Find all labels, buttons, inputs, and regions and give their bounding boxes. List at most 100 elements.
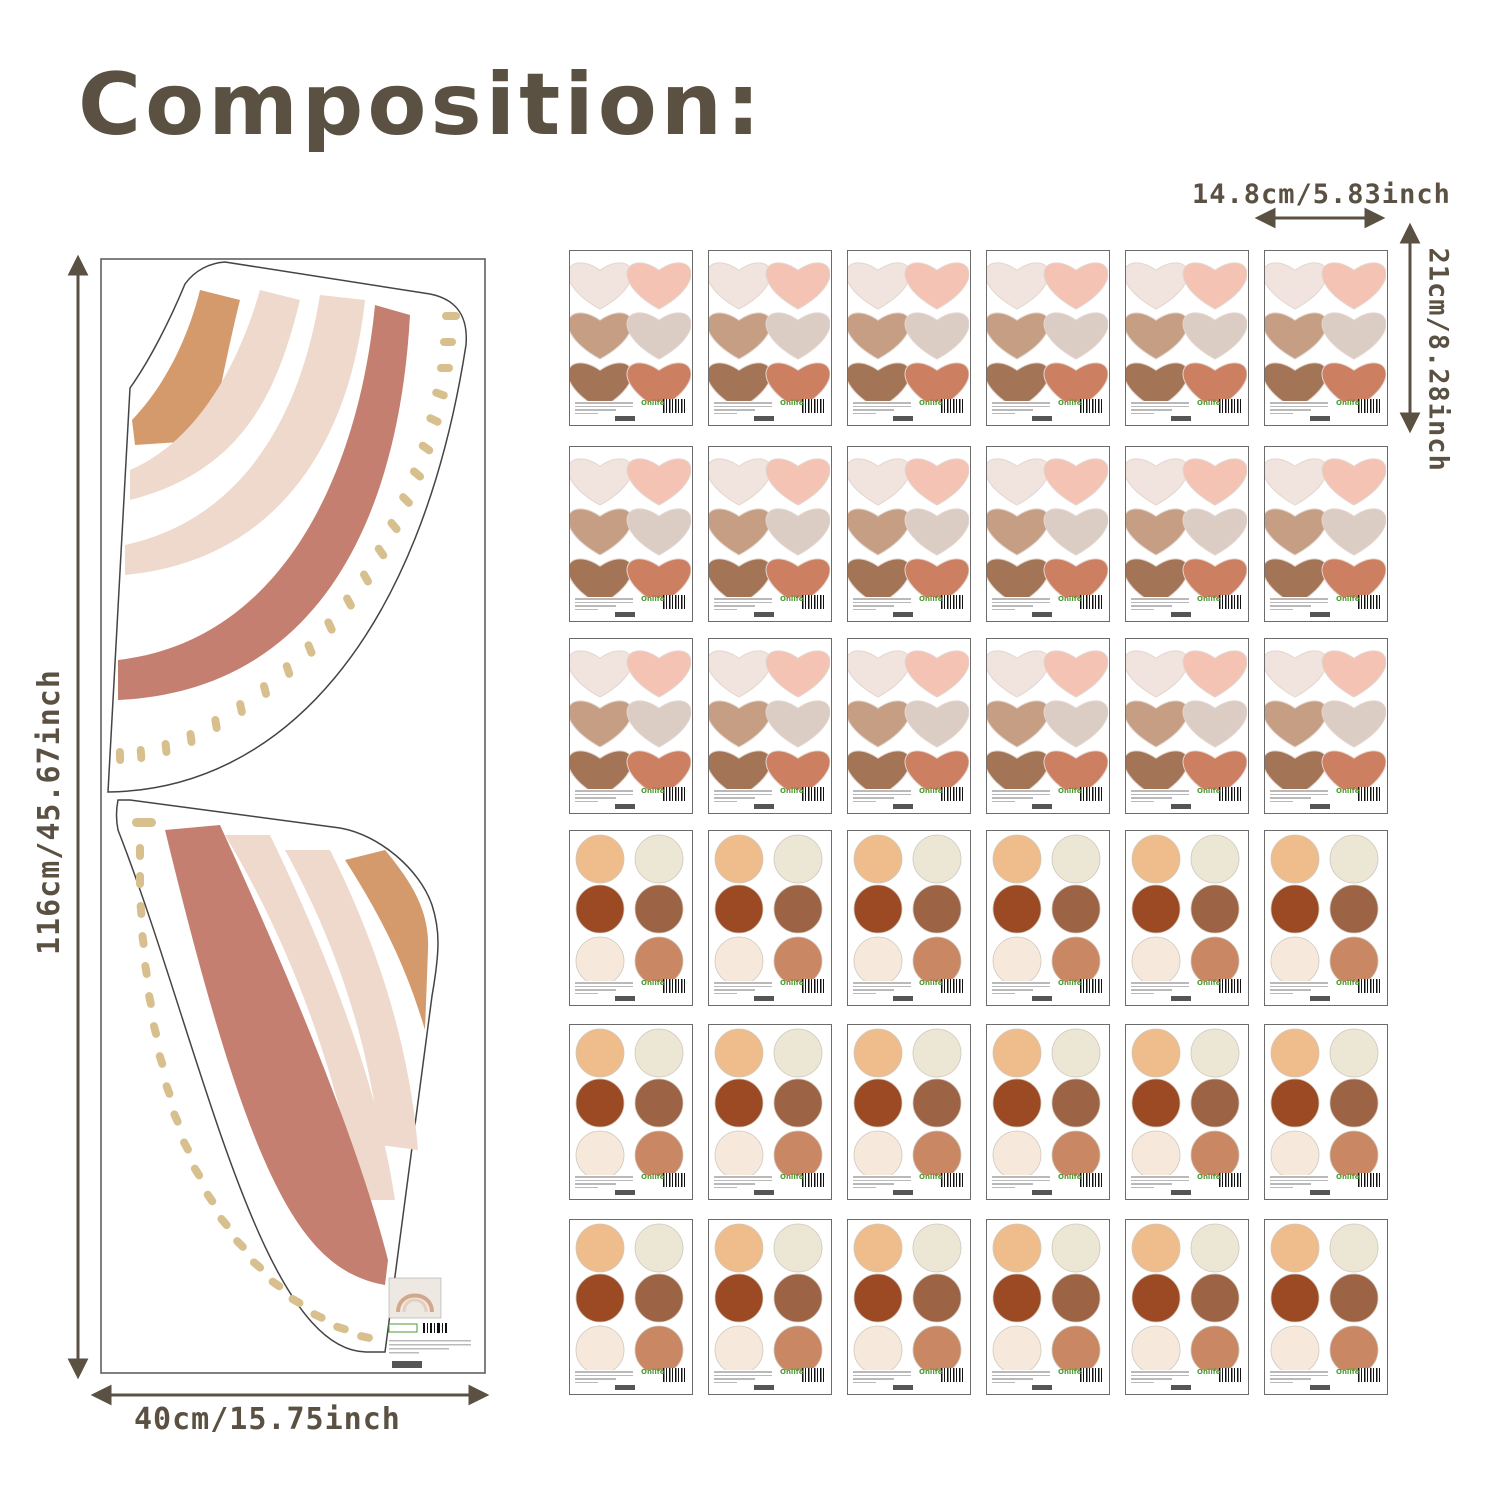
brand-logo: Onlife: [1058, 1173, 1082, 1181]
dot-sticker: [1329, 834, 1379, 884]
brand-logo: Onlife: [1336, 399, 1360, 407]
dot-sticker: [1270, 1273, 1320, 1323]
dot-sticker: [1190, 1028, 1240, 1078]
barcode: [941, 1368, 965, 1382]
barcode: [941, 595, 965, 609]
brand-logo: Onlife: [1336, 1368, 1360, 1376]
dot-sticker: [634, 1325, 684, 1370]
heart-sticker: [626, 750, 691, 789]
dot-sticker: [714, 1028, 764, 1078]
barcode: [941, 787, 965, 801]
heart-sticker: [709, 750, 772, 789]
heart-sticker: [1321, 508, 1386, 556]
heart-sticker: [1126, 508, 1189, 556]
barcode: [1219, 1173, 1243, 1187]
heart-sticker: [1265, 650, 1328, 698]
sheet-footer: Onlife: [714, 399, 826, 421]
barcode: [941, 1173, 965, 1187]
brand-logo: Onlife: [780, 1368, 804, 1376]
brand-logo: Onlife: [1197, 1173, 1221, 1181]
heart-sticker-sheet: Onlife: [569, 638, 693, 814]
dot-sticker: [575, 1028, 625, 1078]
page-title: Composition:: [78, 55, 765, 155]
dot-sticker: [1190, 936, 1240, 981]
sticker-artwork: [848, 262, 969, 401]
dot-sticker: [575, 1130, 625, 1175]
heart-sticker: [987, 262, 1050, 310]
brand-logo: Onlife: [1058, 1368, 1082, 1376]
barcode: [663, 979, 687, 993]
barcode: [941, 399, 965, 413]
heart-sticker: [987, 508, 1050, 556]
dot-sticker: [575, 1273, 625, 1323]
barcode: [802, 1368, 826, 1382]
brand-logo: Onlife: [780, 787, 804, 795]
dot-sticker: [1329, 936, 1379, 981]
heart-sticker-sheet: Onlife: [1125, 446, 1249, 622]
barcode: [663, 595, 687, 609]
dot-sticker-sheet: Onlife: [847, 1024, 971, 1200]
dot-sticker: [1051, 936, 1101, 981]
dot-sticker: [1051, 834, 1101, 884]
sheet-footer: Onlife: [1270, 595, 1382, 617]
heart-sticker: [1265, 558, 1328, 597]
dot-sticker: [714, 1325, 764, 1370]
sheet-footer: Onlife: [1131, 1368, 1243, 1390]
heart-sticker-sheet: Onlife: [847, 250, 971, 426]
dot-sticker: [1329, 1223, 1379, 1273]
sticker-artwork: [1270, 834, 1379, 981]
heart-sticker: [570, 650, 633, 698]
heart-sticker: [765, 558, 830, 597]
heart-sticker: [570, 362, 633, 401]
barcode: [802, 787, 826, 801]
heart-sticker: [1043, 312, 1108, 360]
barcode: [1358, 1368, 1382, 1382]
heart-sticker: [1321, 312, 1386, 360]
panel-height-label: 116cm/45.67inch: [32, 669, 67, 955]
brand-logo: Onlife: [919, 979, 943, 987]
dot-sticker: [773, 834, 823, 884]
heart-sticker: [987, 750, 1050, 789]
dot-sticker: [1051, 1028, 1101, 1078]
brand-logo: Onlife: [919, 595, 943, 603]
heart-sticker: [1043, 262, 1108, 310]
sticker-artwork: [709, 650, 830, 789]
barcode: [802, 979, 826, 993]
dot-sticker: [1190, 834, 1240, 884]
heart-sticker: [570, 312, 633, 360]
sticker-artwork: [1265, 458, 1386, 597]
heart-sticker: [1321, 558, 1386, 597]
heart-sticker: [848, 650, 911, 698]
heart-sticker: [1265, 312, 1328, 360]
dot-sticker: [575, 834, 625, 884]
dot-sticker-sheet: Onlife: [708, 830, 832, 1006]
sheet-footer: Onlife: [853, 399, 965, 421]
sticker-artwork: [1265, 650, 1386, 789]
heart-sticker: [1043, 700, 1108, 748]
dot-sticker-sheet: Onlife: [847, 830, 971, 1006]
brand-logo: Onlife: [1197, 787, 1221, 795]
sticker-artwork: [987, 458, 1108, 597]
barcode: [1358, 979, 1382, 993]
sheet-footer: Onlife: [1131, 399, 1243, 421]
heart-sticker: [765, 508, 830, 556]
barcode: [1358, 1173, 1382, 1187]
heart-sticker: [709, 312, 772, 360]
dot-sticker: [714, 834, 764, 884]
heart-sticker: [987, 458, 1050, 506]
heart-sticker: [848, 558, 911, 597]
sheet-footer: Onlife: [992, 979, 1104, 1001]
sheet-footer: Onlife: [575, 595, 687, 617]
barcode: [1080, 1368, 1104, 1382]
sticker-artwork: [1270, 1028, 1379, 1175]
heart-sticker: [848, 312, 911, 360]
barcode: [663, 1173, 687, 1187]
sheet-footer: Onlife: [992, 1173, 1104, 1195]
dot-sticker: [853, 1325, 903, 1370]
dot-sticker: [1131, 1028, 1181, 1078]
dot-sticker: [1051, 1273, 1101, 1323]
heart-sticker: [709, 262, 772, 310]
brand-logo: Onlife: [641, 1368, 665, 1376]
heart-sticker: [1043, 650, 1108, 698]
dot-sticker: [1190, 1078, 1240, 1128]
